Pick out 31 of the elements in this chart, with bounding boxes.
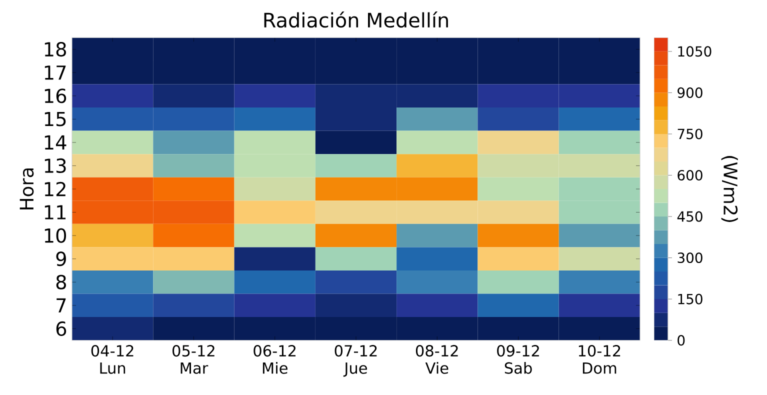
y-tick-label: 13 (44, 158, 66, 173)
x-tick-label: 09-12 Sab (497, 345, 539, 374)
x-tick-label: 05-12 Mar (172, 345, 214, 374)
y-tick-label: 12 (44, 182, 66, 196)
color-bar-label: 750 (678, 128, 702, 140)
y-tick-label: 11 (44, 205, 66, 220)
color-bar-label: 300 (678, 252, 702, 264)
y-tick-label: 18 (44, 42, 66, 57)
chart-title: Radiación Medellín (264, 11, 448, 28)
y-axis-title: Hora (20, 168, 34, 210)
color-bar-label: 1050 (678, 46, 712, 57)
y-tick-label: 15 (44, 112, 66, 126)
color-bar-title: (W/m2) (721, 156, 738, 222)
y-tick-label: 14 (44, 135, 66, 150)
x-tick-label: 10-12 Dom (578, 345, 620, 374)
color-bar-label: 150 (678, 294, 702, 304)
color-bar-label: 900 (678, 87, 702, 98)
y-tick-label: 8 (56, 274, 66, 290)
x-tick-label: 08-12 Vie (416, 345, 458, 374)
x-tick-label: 07-12 Jue (334, 345, 377, 377)
y-tick-label: 10 (44, 228, 66, 243)
color-bar-label: 0 (678, 335, 685, 346)
y-tick-label: 6 (56, 321, 66, 336)
y-tick-label: 7 (56, 298, 66, 312)
color-bar-label: 600 (678, 170, 702, 181)
y-tick-label: 17 (44, 66, 66, 80)
x-tick-label: 04-12 Lun (91, 345, 134, 374)
x-tick-label: 06-12 Mie (254, 345, 296, 374)
color-bar-label: 450 (677, 211, 702, 222)
y-tick-label: 9 (56, 252, 66, 266)
y-tick-label: 16 (44, 88, 66, 104)
